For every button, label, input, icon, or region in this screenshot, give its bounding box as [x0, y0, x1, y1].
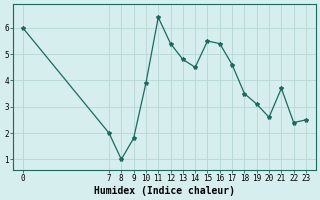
X-axis label: Humidex (Indice chaleur): Humidex (Indice chaleur)	[94, 186, 235, 196]
